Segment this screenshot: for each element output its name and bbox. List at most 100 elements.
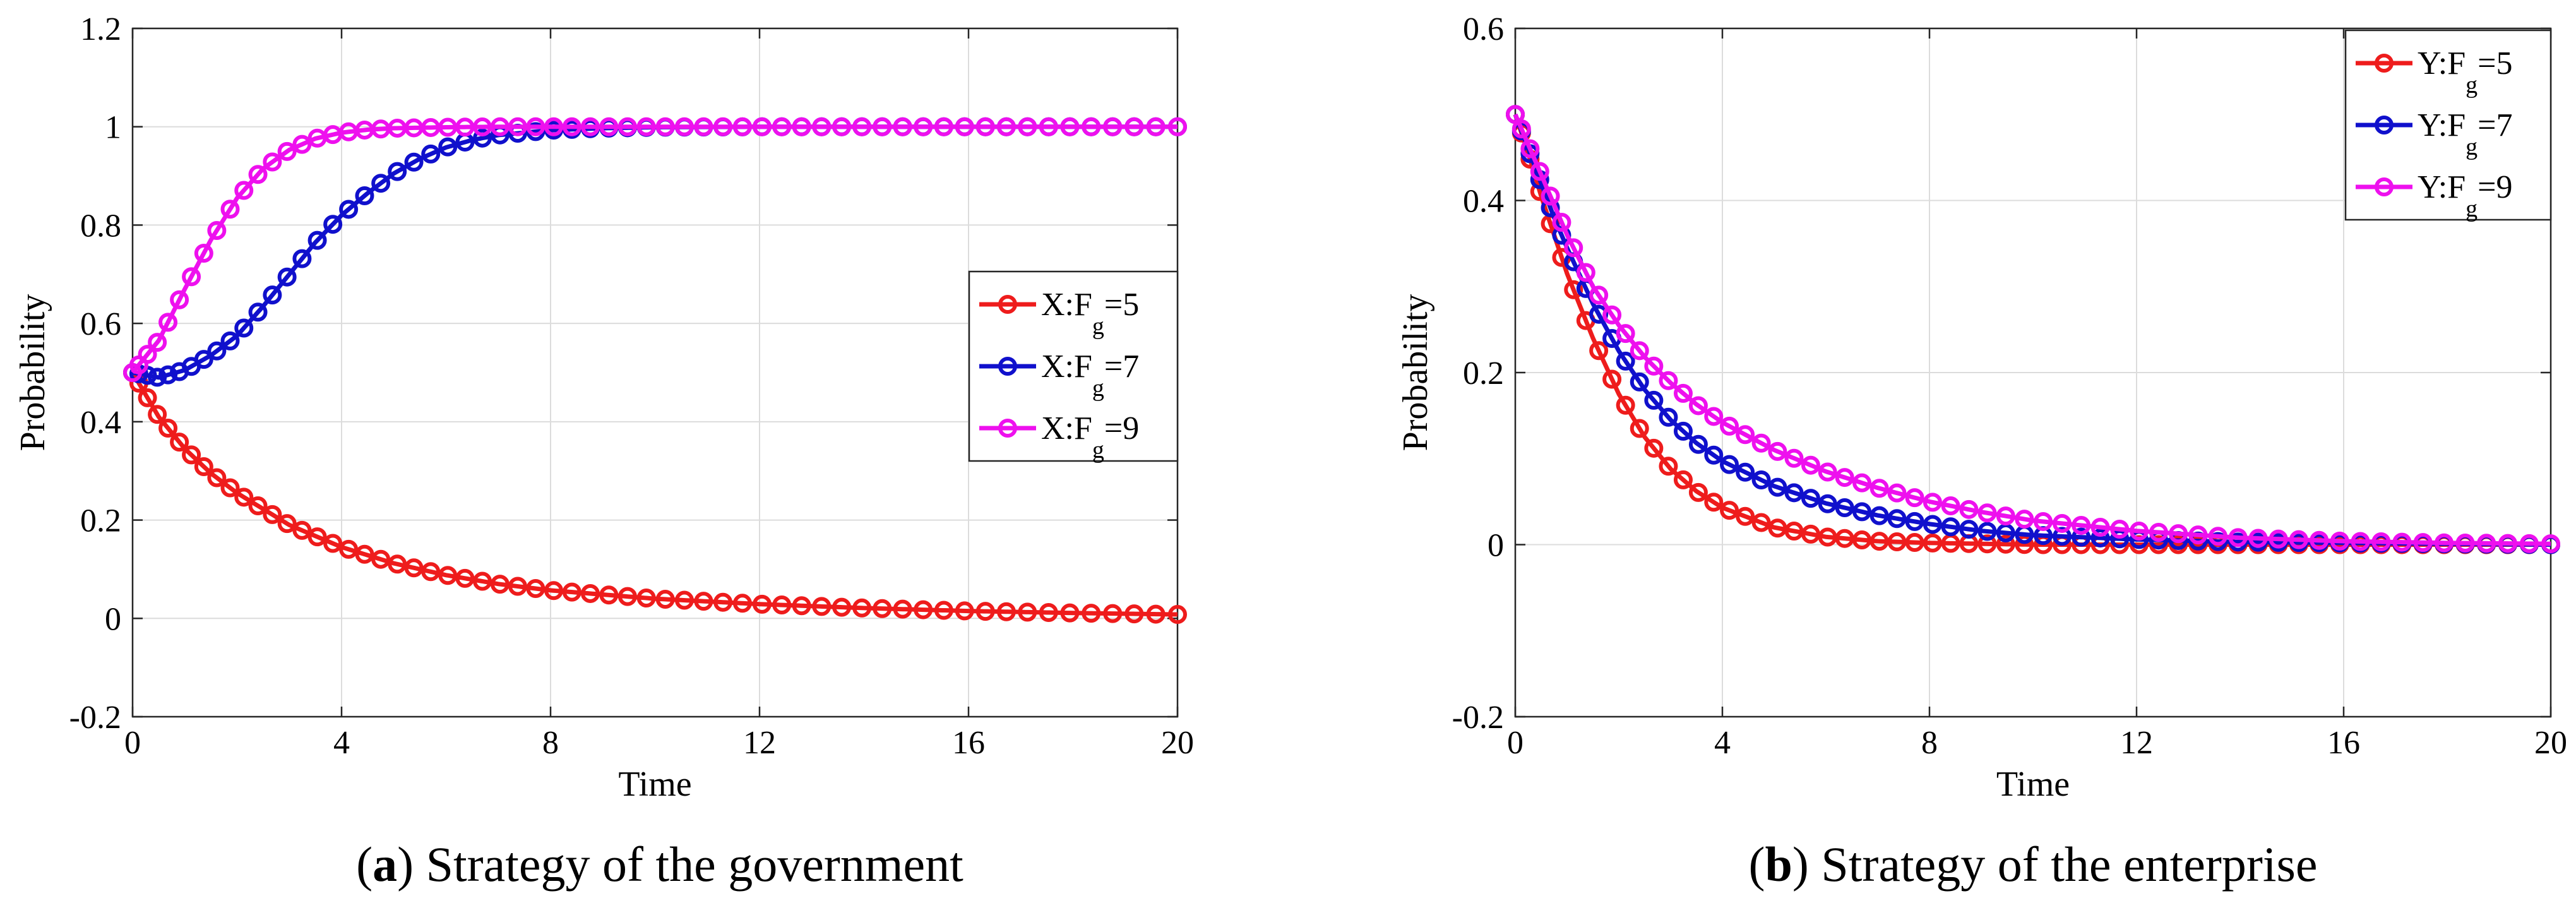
panel-b-series-yf-7-marker — [1941, 517, 1960, 537]
panel-b-y-tick-label: 0.2 — [1463, 356, 1504, 392]
panel-b-series-yf-9-marker — [2169, 524, 2188, 544]
panel-a-legend-marker — [998, 295, 1017, 314]
panel-b-series-yf-5-marker — [1869, 532, 1889, 551]
panel-a-series-xf-5-marker — [473, 571, 492, 591]
panel-a-series-xf-5-marker — [388, 554, 407, 574]
panel-a-series-xf-9-marker — [636, 117, 656, 136]
panel-a-series-xf-9-marker — [455, 117, 475, 137]
panel-b-series-yf-7-marker — [1688, 434, 1708, 454]
panel-a-series-xf-7-marker — [194, 350, 213, 369]
panel-a-series-xf-9-marker — [1168, 117, 1187, 136]
panel-b-series-yf-9-marker — [1576, 263, 1595, 282]
panel-a-y-tick-label: 0.4 — [80, 405, 121, 441]
panel-b-series-yf-9-marker — [1959, 499, 1979, 519]
panel-a-series-xf-9-marker — [248, 165, 268, 184]
panel-b-series-yf-9-marker — [2248, 529, 2268, 548]
panel-b-series-yf-7-marker — [1801, 489, 1820, 508]
panel-a-government: 0 4 8 12 16 20-0.200.20.40.60.811.2 Time Prob… — [13, 11, 1194, 892]
panel-a-series-xf-7-marker — [323, 215, 343, 234]
panel-a-y-axis-label: Probability — [13, 294, 52, 452]
panel-b-series-yf-5-marker — [1659, 457, 1678, 476]
panel-a-series-xf-9-marker — [292, 135, 312, 154]
panel-a-series-xf-9-marker — [148, 333, 167, 352]
panel-b-series-yf-9-marker — [1644, 356, 1664, 376]
panel-a-series-xf-5-marker — [1146, 604, 1166, 624]
panel-a-series-xf-5-marker — [194, 457, 213, 476]
panel-b-series-yf-5-marker — [1564, 280, 1583, 299]
panel-a-series-xf-5-marker — [674, 590, 694, 610]
panel-b-series-yf-9-marker — [2351, 532, 2370, 551]
panel-b-series-yf-9-marker — [2392, 532, 2412, 552]
panel-b-series-yf-9-marker — [2228, 528, 2248, 547]
panel-a-series-xf-5-marker — [277, 514, 297, 534]
panel-b-series-yf-7-marker — [1736, 462, 1755, 482]
panel-a-series-xf-5-marker — [996, 602, 1016, 621]
panel-b-series-yf-7-marker — [1887, 509, 1907, 529]
panel-b-series-yf-7-marker — [1784, 483, 1804, 503]
panel-a-series-xf-9-marker — [893, 117, 912, 136]
panel-a-series-xf-5-marker — [955, 601, 974, 621]
panel-b-caption-text: Strategy of the enterprise — [1821, 837, 2317, 892]
panel-b-y-tick-label: -0.2 — [1452, 700, 1504, 736]
panel-a-y-tick-label: -0.2 — [69, 700, 121, 736]
panel-b-series-yf-5-marker — [1835, 529, 1854, 548]
panel-a-series-xf-7-marker — [404, 152, 424, 172]
panel-b-x-tick-label: 0 — [1507, 725, 1524, 761]
panel-b-series-yf-9-marker — [1720, 416, 1739, 436]
panel-a-series-xf-9-marker — [138, 345, 157, 364]
panel-b-series-yf-9-marker — [1520, 139, 1540, 158]
panel-b-x-axis-label: Time — [1996, 765, 2070, 804]
panel-b-series-yf-5-marker — [1923, 533, 1942, 553]
panel-a-series-xf-5-marker — [323, 534, 343, 553]
panel-b-series-yf-7-marker — [1923, 515, 1942, 534]
panel-a-series-xf-7-marker — [148, 368, 167, 387]
panel-b-legend-label: Y:Fg=5 — [2418, 45, 2512, 99]
panel-b-series-yf-5-marker — [1801, 524, 1820, 544]
panel-a-legend: X:Fg=5 X:Fg=7 X:Fg=9 — [968, 270, 1179, 463]
panel-a-series-xf-5-marker — [694, 592, 713, 611]
panel-b-series-yf-7-marker — [1616, 351, 1635, 371]
panel-b-y-tick-label: 0.6 — [1463, 11, 1504, 47]
panel-b-series-yf-9-marker — [1530, 162, 1549, 181]
panel-a-series-xf-9-marker — [1103, 117, 1123, 136]
panel-a-series-xf-9-marker — [792, 117, 811, 136]
panel-b-legend-label: Y:Fg=7 — [2418, 107, 2512, 160]
panel-a-legend-entry: X:Fg=9 — [979, 410, 1139, 463]
panel-a-series-xf-7-marker — [277, 267, 297, 287]
panel-a-x-axis-label: Time — [618, 765, 691, 804]
panel-b-series-yf-9-marker — [2188, 525, 2208, 545]
panel-a-series-xf-5-marker — [508, 577, 527, 596]
panel-b-series-yf-9-marker — [1589, 285, 1609, 305]
panel-a-series-xf-9-marker — [832, 117, 852, 136]
panel-b-series-yf-9-marker — [2371, 532, 2391, 552]
panel-a-series-xf-5-marker — [914, 600, 933, 619]
panel-b-x-tick-label: 8 — [1921, 725, 1938, 761]
panel-b-series-yf-9-marker — [2090, 517, 2110, 537]
panel-a-legend-marker — [998, 419, 1017, 438]
panel-a-series-xf-7-marker — [473, 128, 492, 148]
panel-b-series-yf-5-marker — [1688, 482, 1708, 502]
panel-b-series-yf-5-marker — [1852, 530, 1872, 549]
panel-a-legend-marker — [998, 357, 1017, 376]
panel-a-y-tick-label: 0.8 — [80, 208, 121, 244]
panel-a-ticks: 0 4 8 12 16 20-0.200.20.40.60.811.2 — [69, 11, 1194, 761]
panel-a-series-xf-9-marker — [234, 181, 254, 200]
panel-a-series-xf-9-marker — [852, 117, 872, 136]
panel-b-y-tick-label: 0 — [1488, 528, 1504, 564]
panel-a-series-xf-5-marker — [1082, 604, 1101, 623]
panel-b-series-yf-9-marker — [2434, 533, 2454, 553]
panel-b-x-tick-label: 20 — [2534, 725, 2567, 761]
panel-b-series-yf-5-marker — [1818, 527, 1837, 547]
panel-b-series-yf-7-marker — [1644, 390, 1664, 410]
panel-a-series-xf-5-marker — [617, 587, 637, 606]
panel-a-series-xf-5-marker — [421, 562, 441, 582]
panel-a-series-xf-7-marker — [355, 186, 374, 205]
panel-b-legend-marker — [2375, 177, 2394, 196]
panel-a-series-xf-5-marker — [812, 597, 832, 616]
panel-a-series-xf-9-marker — [674, 117, 694, 136]
panel-b-series-yf-7-marker — [1959, 520, 1979, 539]
panel-a-series-xf-5-marker — [526, 579, 546, 599]
panel-b-series-yf-7-marker — [1768, 477, 1787, 497]
panel-b-series-yf-5-marker — [1630, 419, 1649, 438]
panel-b-series-yf-9-marker — [2541, 534, 2560, 554]
